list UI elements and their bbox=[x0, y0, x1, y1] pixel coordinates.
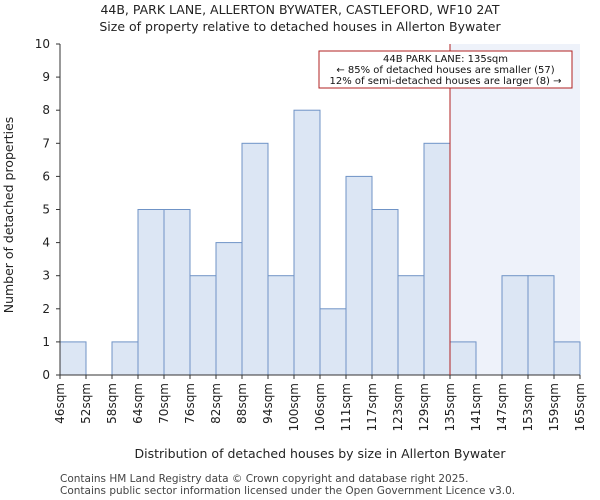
bars-group bbox=[59, 109, 581, 376]
x-tick-label: 147sqm bbox=[495, 383, 509, 431]
y-tick-label: 5 bbox=[42, 203, 50, 217]
x-tick-label: 70sqm bbox=[157, 383, 171, 424]
bar-94sqm bbox=[267, 275, 295, 376]
x-tick-label: 165sqm bbox=[573, 383, 587, 431]
x-tick-label: 117sqm bbox=[365, 383, 379, 431]
x-tick-label: 111sqm bbox=[339, 383, 353, 431]
bar-46sqm bbox=[59, 341, 87, 376]
bar-111sqm bbox=[345, 175, 373, 376]
y-tick-label: 1 bbox=[42, 335, 50, 349]
bar-106sqm bbox=[319, 308, 347, 376]
x-tick-label: 153sqm bbox=[521, 383, 535, 431]
y-tick-label: 3 bbox=[42, 269, 50, 283]
bar-70sqm bbox=[163, 209, 191, 376]
annotation-line-3: 12% of semi-detached houses are larger (… bbox=[329, 76, 561, 87]
chart-subtitle: Size of property relative to detached ho… bbox=[99, 19, 501, 34]
annotation-box bbox=[318, 50, 573, 89]
bar-117sqm bbox=[371, 209, 399, 376]
x-tick-label: 64sqm bbox=[131, 383, 145, 424]
x-tick-label: 76sqm bbox=[183, 383, 197, 424]
footer-line-1: Contains HM Land Registry data © Crown c… bbox=[60, 473, 468, 485]
y-tick-label: 4 bbox=[42, 236, 50, 250]
y-tick-label: 0 bbox=[42, 368, 50, 382]
bar-58sqm bbox=[111, 341, 139, 376]
bar-153sqm bbox=[527, 275, 555, 376]
chart-title: 44B, PARK LANE, ALLERTON BYWATER, CASTLE… bbox=[100, 2, 499, 17]
x-tick-label: 100sqm bbox=[287, 383, 301, 431]
bar-64sqm bbox=[137, 209, 165, 376]
y-tick-label: 10 bbox=[35, 37, 50, 51]
bar-82sqm bbox=[215, 242, 243, 376]
x-tick-label: 88sqm bbox=[235, 383, 249, 424]
y-axis-label: Number of detached properties bbox=[1, 117, 16, 314]
bar-76sqm bbox=[189, 275, 217, 376]
x-tick-label: 129sqm bbox=[417, 383, 431, 431]
y-tick-label: 6 bbox=[42, 169, 50, 183]
bar-147sqm bbox=[501, 275, 529, 376]
x-axis-label: Distribution of detached houses by size … bbox=[135, 446, 507, 461]
x-tick-label: 141sqm bbox=[469, 383, 483, 431]
y-tick-label: 7 bbox=[42, 136, 50, 150]
bar-159sqm bbox=[553, 341, 581, 376]
property-annotation: 44B PARK LANE: 135sqm ← 85% of detached … bbox=[318, 50, 573, 89]
x-tick-label: 135sqm bbox=[443, 383, 457, 431]
x-tick-label: 52sqm bbox=[79, 383, 93, 424]
bar-135sqm bbox=[449, 341, 477, 376]
y-tick-label: 8 bbox=[42, 103, 50, 117]
bar-88sqm bbox=[241, 142, 269, 376]
bar-100sqm bbox=[293, 109, 321, 376]
y-axis-ticks: 0 1 2 3 4 5 6 7 8 9 10 bbox=[35, 37, 60, 382]
x-tick-label: 94sqm bbox=[261, 383, 275, 424]
x-axis-ticks: 46sqm 52sqm 58sqm 64sqm 70sqm 76sqm 82sqm 88sqm… bbox=[53, 375, 587, 431]
footer-line-2: Contains public sector information licen… bbox=[60, 485, 515, 497]
x-tick-label: 82sqm bbox=[209, 383, 223, 424]
x-tick-label: 58sqm bbox=[105, 383, 119, 424]
y-tick-label: 2 bbox=[42, 302, 50, 316]
y-tick-label: 9 bbox=[42, 70, 50, 84]
annotation-line-2: ← 85% of detached houses are smaller (57… bbox=[336, 65, 554, 76]
x-tick-label: 123sqm bbox=[391, 383, 405, 431]
x-tick-label: 46sqm bbox=[53, 383, 67, 424]
annotation-line-1: 44B PARK LANE: 135sqm bbox=[383, 54, 508, 65]
x-tick-label: 106sqm bbox=[313, 383, 327, 431]
bar-123sqm bbox=[397, 275, 425, 376]
bar-129sqm bbox=[423, 142, 451, 376]
x-tick-label: 159sqm bbox=[547, 383, 561, 431]
